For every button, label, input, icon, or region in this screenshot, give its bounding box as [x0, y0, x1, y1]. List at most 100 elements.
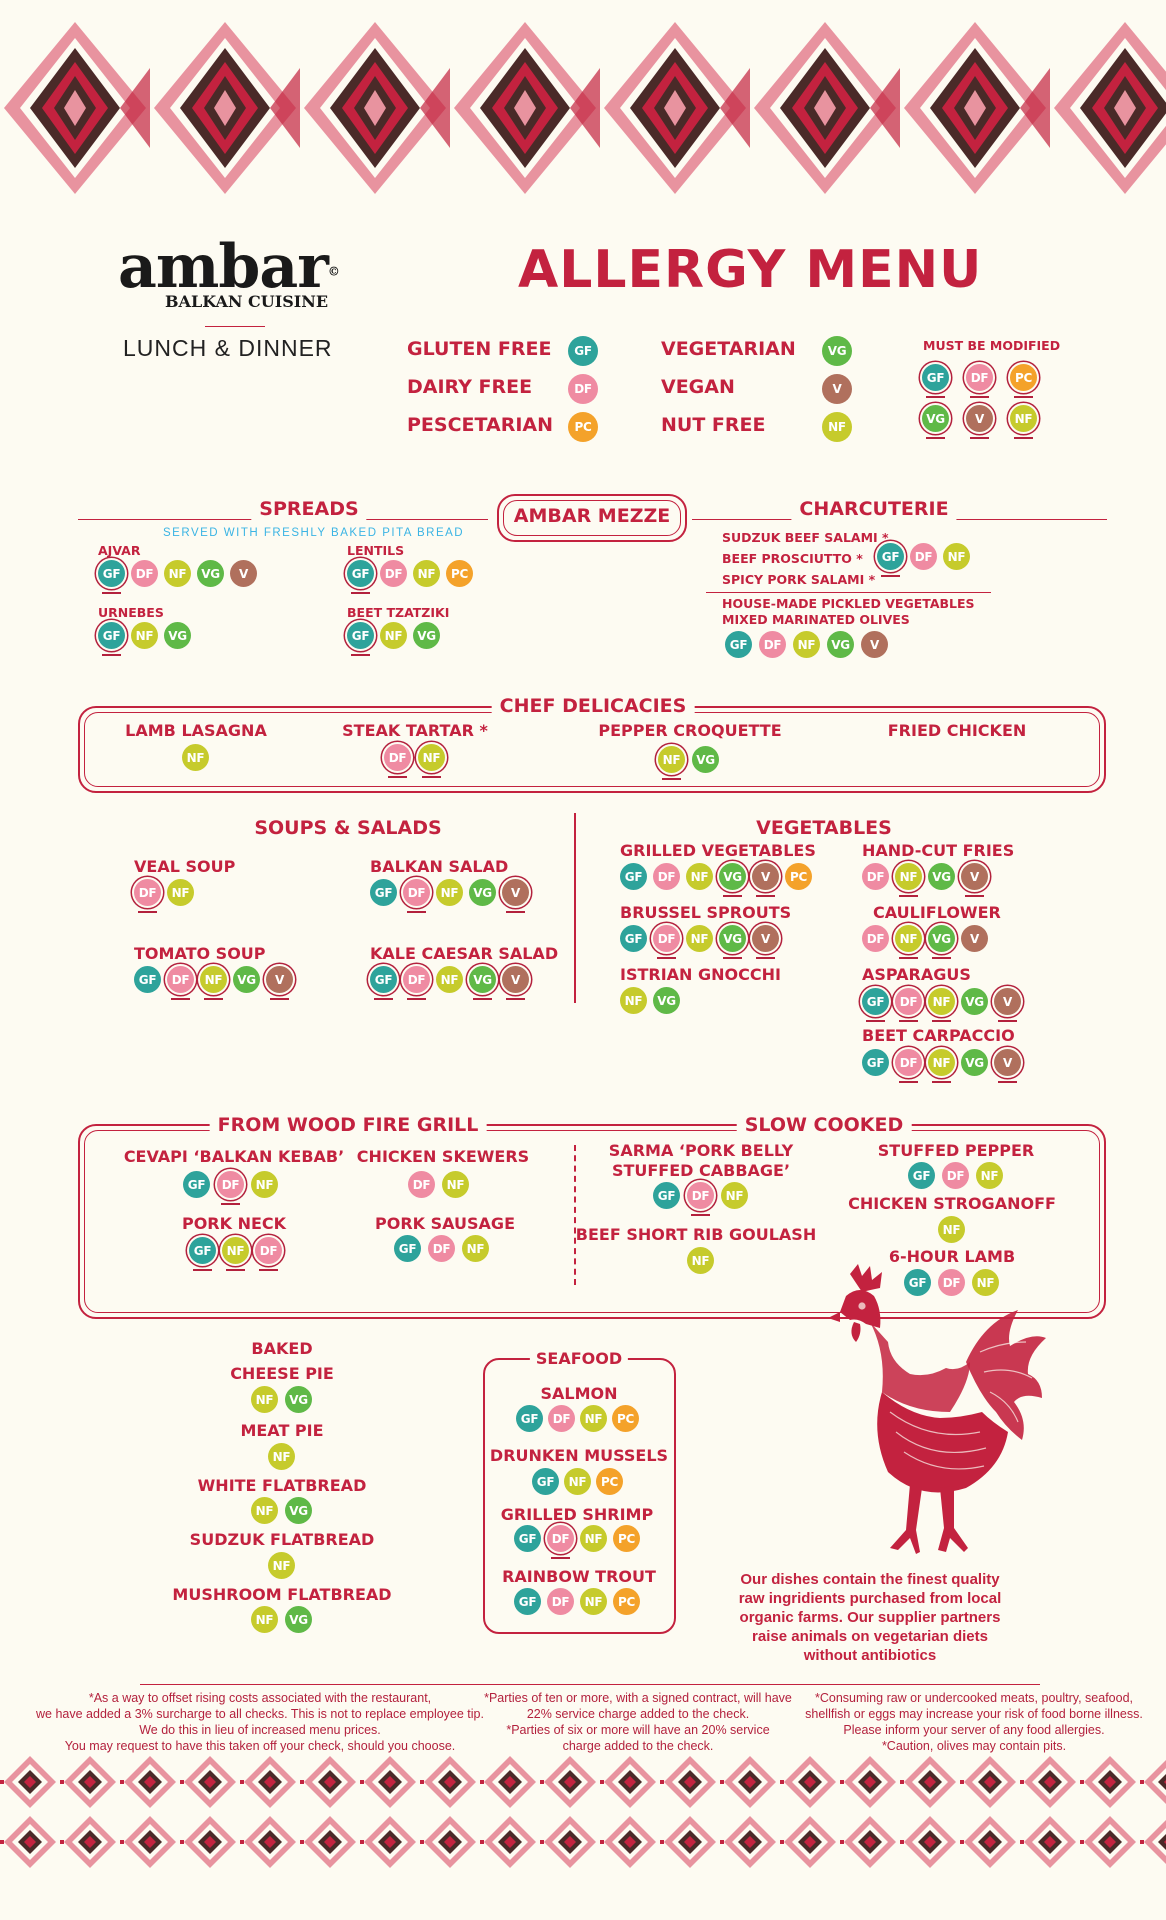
kale-caesar-v: V	[502, 966, 529, 1000]
pickled-v: V	[861, 631, 888, 658]
veal-soup-df: DF	[134, 879, 161, 913]
grilled-veg-df: DF	[653, 863, 680, 890]
cauliflower-nf: NF	[895, 925, 922, 959]
footer-line: *Caution, olives may contain pits.	[881, 1739, 1067, 1753]
item-cheese-pie: CHEESE PIE	[230, 1364, 334, 1383]
grilled-veg-nf: NF	[686, 863, 713, 890]
section-ambar-mezze: AMBAR MEZZE	[513, 505, 671, 527]
chicken-skewers-df: DF	[408, 1171, 435, 1198]
modified-v-badge: V	[966, 405, 993, 439]
item-grilled-vegetables: GRILLED VEGETABLES	[620, 841, 816, 860]
cauliflower-vg: VG	[928, 925, 955, 959]
rooster-note-line: without antibiotics	[803, 1647, 937, 1664]
kale-caesar-nf: NF	[436, 966, 463, 993]
rooster-note-line: organic farms. Our supplier partners	[739, 1609, 1001, 1626]
item-sarma-line1: SARMA ‘PORK BELLY	[608, 1141, 794, 1160]
footer-line: You may request to have this taken off y…	[64, 1739, 456, 1753]
white-flatbread-vg: VG	[285, 1497, 312, 1524]
tomato-soup-nf: NF	[200, 966, 227, 1000]
brand-logo: ambar©	[118, 232, 340, 302]
trout-nf: NF	[580, 1588, 607, 1615]
item-brussel-sprouts: BRUSSEL SPROUTS	[620, 903, 792, 922]
six-hour-lamb-gf: GF	[904, 1269, 931, 1296]
item-asparagus: ASPARAGUS	[862, 965, 971, 984]
rooster-note: Our dishes contain the finest quality ra…	[700, 1570, 1040, 1665]
fries-df: DF	[862, 863, 889, 890]
pepper-croquette-vg: VG	[692, 746, 719, 773]
beet-carpaccio-v: V	[994, 1049, 1021, 1083]
item-pork-sausage: PORK SAUSAGE	[375, 1214, 515, 1233]
item-chicken-stroganoff: CHICKEN STROGANOFF	[848, 1194, 1056, 1213]
item-chicken-skewers: CHICKEN SKEWERS	[356, 1147, 530, 1166]
grilled-veg-pc: PC	[785, 863, 812, 890]
sudzuk-flatbread-nf: NF	[268, 1552, 295, 1579]
section-baked: BAKED	[251, 1339, 313, 1358]
stuffed-pepper-gf: GF	[908, 1162, 935, 1189]
item-balkan-salad: BALKAN SALAD	[370, 857, 509, 876]
item-sarma-line2: STUFFED CABBAGE’	[611, 1161, 791, 1180]
balkan-salad-nf: NF	[436, 879, 463, 906]
kale-caesar-vg: VG	[469, 966, 496, 1000]
beet-carpaccio-gf: GF	[862, 1049, 889, 1076]
kale-caesar-df: DF	[403, 966, 430, 1000]
pork-sausage-gf: GF	[394, 1235, 421, 1262]
section-wood-fire-grill: FROM WOOD FIRE GRILL	[209, 1114, 487, 1136]
charcuterie-divider	[706, 592, 991, 593]
stuffed-pepper-df: DF	[942, 1162, 969, 1189]
footer-rule	[140, 1684, 1040, 1685]
brand-divider	[205, 326, 265, 327]
item-cevapi: CEVAPI ‘BALKAN KEBAB’	[123, 1147, 345, 1166]
legend-nf-badge: NF	[822, 412, 852, 442]
trout-df: DF	[547, 1588, 574, 1615]
legend-pescetarian: PESCETARIAN	[407, 414, 554, 436]
footer-line: shellfish or eggs may increase your risk…	[805, 1707, 1143, 1721]
item-hand-cut-fries: HAND-CUT FRIES	[862, 841, 1015, 860]
lentils-nf: NF	[413, 560, 440, 587]
item-tomato-soup: TOMATO SOUP	[134, 944, 266, 963]
item-kale-caesar: KALE CAESAR SALAD	[370, 944, 559, 963]
pickled-gf: GF	[725, 631, 752, 658]
charcuterie-nf: NF	[943, 543, 970, 570]
item-drunken-mussels: DRUNKEN MUSSELS	[489, 1446, 669, 1465]
sarma-nf: NF	[721, 1182, 748, 1209]
footer-line: charge added to the check.	[562, 1739, 714, 1753]
balkan-salad-df: DF	[403, 879, 430, 913]
brussel-nf: NF	[686, 925, 713, 952]
chicken-skewers-nf: NF	[442, 1171, 469, 1198]
item-sudzuk-salami: SUDZUK BEEF SALAMI *	[722, 530, 889, 545]
footer-note-surcharge: *As a way to offset rising costs associa…	[30, 1690, 490, 1754]
lentils-gf: GF	[347, 560, 374, 594]
lentils-df: DF	[380, 560, 407, 587]
item-pepper-croquette: PEPPER CROQUETTE	[598, 721, 782, 740]
stroganoff-nf: NF	[938, 1216, 965, 1243]
urnebes-gf: GF	[98, 622, 125, 656]
grilled-veg-v: V	[752, 863, 779, 897]
brussel-df: DF	[653, 925, 680, 959]
balkan-salad-vg: VG	[469, 879, 496, 906]
mushroom-flatbread-vg: VG	[285, 1606, 312, 1633]
asparagus-nf: NF	[928, 988, 955, 1022]
lentils-pc: PC	[446, 560, 473, 587]
cevapi-nf: NF	[251, 1171, 278, 1198]
six-hour-lamb-nf: NF	[972, 1269, 999, 1296]
item-istrian-gnocchi: ISTRIAN GNOCCHI	[620, 965, 781, 984]
shrimp-pc: PC	[613, 1525, 640, 1552]
item-beet-carpaccio: BEET CARPACCIO	[862, 1026, 1015, 1045]
brand-subtitle: BALKAN CUISINE	[165, 292, 329, 311]
rooster-illustration	[828, 1264, 1046, 1554]
balkan-salad-gf: GF	[370, 879, 397, 906]
cauliflower-v: V	[961, 925, 988, 952]
modified-vg-badge: VG	[922, 405, 949, 439]
asparagus-df: DF	[895, 988, 922, 1022]
stuffed-pepper-nf: NF	[976, 1162, 1003, 1189]
asparagus-gf: GF	[862, 988, 889, 1022]
grill-slow-divider	[574, 1145, 576, 1285]
mussels-nf: NF	[564, 1468, 591, 1495]
trout-gf: GF	[514, 1588, 541, 1615]
service-label: LUNCH & DINNER	[123, 335, 333, 361]
item-pork-salami: SPICY PORK SALAMI *	[722, 572, 876, 587]
asparagus-v: V	[994, 988, 1021, 1022]
item-prosciutto: BEEF PROSCIUTTO *	[722, 551, 863, 566]
item-olives: MIXED MARINATED OLIVES	[722, 612, 910, 627]
modified-pc-badge: PC	[1010, 364, 1037, 398]
